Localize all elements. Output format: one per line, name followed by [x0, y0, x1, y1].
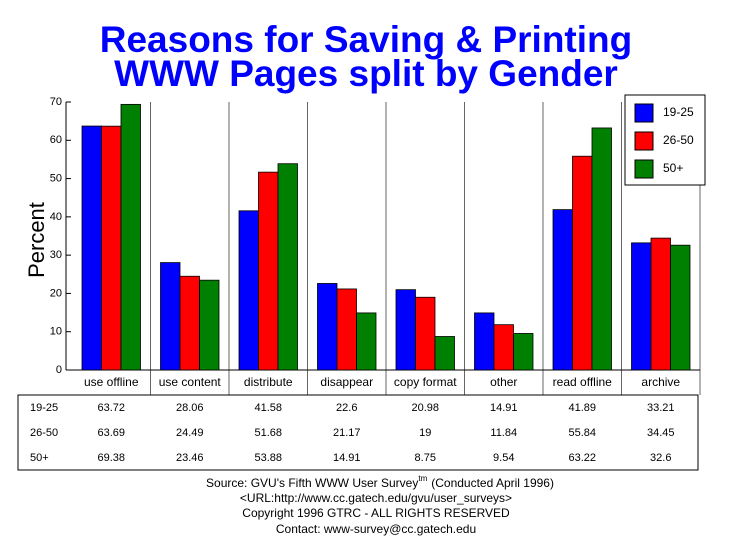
bar [474, 312, 495, 371]
y-tick-label: 0 [56, 364, 62, 376]
bar [120, 103, 141, 371]
table-cell: 14.91 [490, 402, 518, 414]
table-cell: 53.88 [254, 452, 282, 464]
table-cell: 14.91 [333, 452, 361, 464]
legend-label: 19-25 [663, 105, 694, 119]
table-cell: 22.6 [336, 402, 357, 414]
table-cell: 11.84 [490, 427, 517, 439]
bar [356, 312, 377, 371]
x-tick-label: other [490, 375, 517, 389]
y-tick-label: 40 [50, 211, 62, 223]
table-cell: 21.17 [333, 427, 361, 439]
y-tick-label: 20 [50, 287, 62, 299]
y-tick-label: 60 [50, 134, 62, 146]
y-axis-label: Percent [24, 202, 49, 278]
table-cell: 20.98 [411, 402, 439, 414]
bar [258, 171, 279, 371]
table-cell: 51.68 [254, 427, 282, 439]
bar [101, 125, 122, 371]
table-cell: 8.75 [415, 452, 436, 464]
y-tick-label: 50 [50, 172, 62, 184]
table-border [17, 394, 699, 471]
table-cell: 63.72 [97, 402, 125, 414]
table-cell: 69.38 [97, 452, 125, 464]
legend-label: 50+ [663, 161, 683, 175]
bar [552, 209, 573, 371]
legend-swatch [634, 159, 654, 179]
table-cell: 63.22 [568, 452, 596, 464]
bar [415, 296, 436, 371]
bar [591, 127, 612, 371]
x-tick-label: use content [159, 375, 222, 389]
y-tick-label: 30 [50, 249, 62, 261]
bar [493, 324, 514, 371]
table-cell: 41.89 [568, 402, 596, 414]
x-tick-label: disappear [320, 375, 373, 389]
bar [670, 244, 691, 371]
y-tick-label: 70 [50, 96, 62, 108]
table-row-label: 26-50 [30, 427, 58, 439]
bar [160, 262, 181, 371]
table-cell: 55.84 [568, 427, 596, 439]
table-cell: 19 [419, 427, 431, 439]
table-cell: 9.54 [493, 452, 514, 464]
bar [395, 289, 416, 371]
bar [179, 275, 200, 371]
y-tick-label: 10 [50, 326, 62, 338]
note: <URL:http://www.cc.gatech.edu/gvu/user_s… [240, 491, 512, 505]
bar [572, 155, 593, 371]
table-cell: 23.46 [176, 452, 204, 464]
bar [277, 163, 298, 371]
x-tick-label: distribute [244, 375, 293, 389]
table-cell: 28.06 [176, 402, 204, 414]
chart-title: Reasons for Saving & Printing [100, 19, 632, 60]
bar [650, 237, 671, 371]
bar [238, 210, 259, 371]
table-cell: 41.58 [254, 402, 282, 414]
x-tick-label: archive [641, 375, 680, 389]
bar [434, 336, 455, 371]
table-row-label: 19-25 [30, 402, 58, 414]
table-cell: 24.49 [176, 427, 204, 439]
table-cell: 32.6 [650, 452, 671, 464]
x-tick-label: copy format [394, 375, 457, 389]
source: Source: GVU's Fifth WWW User Surveytm (Co… [206, 474, 554, 490]
bar [317, 283, 338, 371]
bar [81, 125, 102, 371]
legend-label: 26-50 [663, 133, 694, 147]
table-cell: 33.21 [647, 402, 675, 414]
note: Contact: www-survey@cc.gatech.edu [276, 522, 476, 536]
bar [513, 333, 534, 371]
table-row-label: 50+ [30, 452, 49, 464]
table-cell: 63.69 [97, 427, 125, 439]
bar [631, 242, 652, 371]
legend-swatch [634, 131, 654, 151]
bar [199, 279, 220, 371]
x-tick-label: read offline [553, 375, 612, 389]
table-cell: 34.45 [647, 427, 675, 439]
legend-swatch [634, 103, 654, 123]
x-tick-label: use offline [84, 375, 139, 389]
bar [336, 288, 357, 371]
chart-title: WWW Pages split by Gender [114, 53, 618, 94]
note: Copyright 1996 GTRC - ALL RIGHTS RESERVE… [242, 506, 510, 520]
